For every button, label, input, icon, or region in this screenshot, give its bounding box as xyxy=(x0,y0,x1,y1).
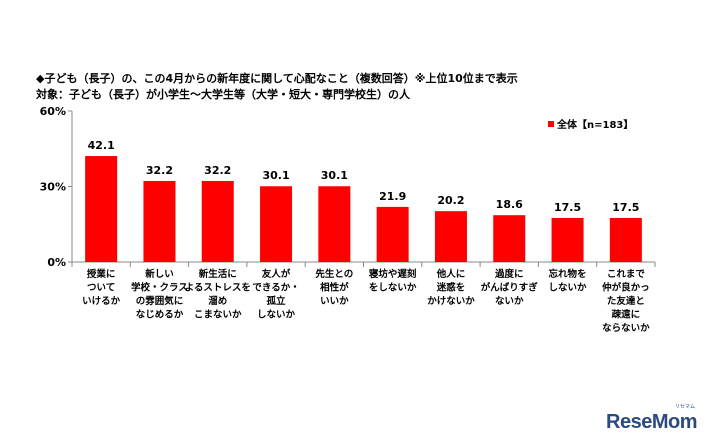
data-label: 21.9 xyxy=(379,190,406,203)
bar xyxy=(493,215,526,262)
bar xyxy=(434,211,467,262)
category-label-line: 孤立 xyxy=(267,295,287,307)
category-label: 友人ができるか・孤立しないか xyxy=(252,268,299,321)
category-label: 忘れ物をしないか xyxy=(549,268,588,294)
category-label-line: 新しい xyxy=(145,268,174,280)
category-label-line: かけないか xyxy=(427,296,475,307)
data-label: 17.5 xyxy=(612,201,639,214)
category-label-line: いけるか xyxy=(82,296,121,307)
category-label-line: 相性が xyxy=(320,282,349,294)
category-label-line: 新生活に xyxy=(199,268,237,280)
bar xyxy=(143,180,176,262)
category-label: 先生との相性がいいか xyxy=(315,268,353,307)
category-label-line: の雰囲気に xyxy=(136,295,184,307)
data-label: 32.2 xyxy=(204,164,231,177)
category-label: 他人に迷惑をかけないか xyxy=(427,268,475,307)
legend-swatch xyxy=(548,121,554,127)
bar xyxy=(318,186,351,262)
category-label: これまで仲が良かった友達と疎遠にならないか xyxy=(602,268,650,334)
category-label-line: 溜め xyxy=(208,295,227,307)
data-label: 17.5 xyxy=(554,201,581,214)
category-label-line: 友人が xyxy=(261,268,291,280)
category-label: 新生活によるストレスを溜めこまないか xyxy=(185,268,251,321)
bar xyxy=(551,217,584,262)
bar xyxy=(376,206,409,262)
category-label-line: 授業に xyxy=(87,268,116,280)
data-label: 20.2 xyxy=(437,194,464,207)
category-label: 寝坊や遅刻をしないか xyxy=(369,268,417,294)
category-label-line: 忘れ物を xyxy=(549,268,587,280)
category-label-line: よるストレスを xyxy=(185,283,251,294)
bar xyxy=(201,180,234,262)
chart-title: ◆子ども（長子）の、この4月からの新年度に関して心配なこと（複数回答）※上位10… xyxy=(36,72,518,85)
category-label-line: 先生との xyxy=(315,268,353,280)
data-label: 30.1 xyxy=(321,169,348,182)
category-label-line: ならないか xyxy=(602,323,650,334)
logo-subtext: リセマム xyxy=(674,404,695,410)
category-label-line: いいか xyxy=(320,296,349,307)
data-label: 42.1 xyxy=(88,139,115,152)
category-label-line: こまないか xyxy=(194,309,242,321)
category-label: 授業についていけるか xyxy=(82,268,121,307)
category-label-line: しないか xyxy=(257,310,296,321)
chart-subtitle: 対象：子ども（長子）が小学生～大学生等（大学・短大・専門学校生）の人 xyxy=(36,88,410,101)
resemom-logo: ReseMom xyxy=(606,411,697,433)
category-label-line: 他人に xyxy=(436,268,466,280)
category-label-line: がんばりすぎ xyxy=(481,282,539,294)
category-label-line: できるか・ xyxy=(252,283,299,294)
category-label: 過度にがんばりすぎないか xyxy=(481,268,539,307)
category-label-line: しないか xyxy=(549,283,588,294)
bar xyxy=(85,156,118,262)
category-label-line: これまで xyxy=(607,268,646,280)
y-tick-label: 30% xyxy=(40,181,66,194)
category-label: 新しい学校・クラスの雰囲気になじめるか xyxy=(131,268,188,321)
bar xyxy=(260,186,293,262)
data-label: 18.6 xyxy=(496,198,523,211)
category-label-line: ついて xyxy=(87,283,115,294)
legend-label: 全体【n=183】 xyxy=(556,118,633,131)
category-label-line: 寝坊や遅刻 xyxy=(369,268,417,280)
category-label-line: 過度に xyxy=(494,268,524,280)
data-label: 32.2 xyxy=(146,164,173,177)
bar xyxy=(609,217,642,262)
category-label-line: た友達と xyxy=(607,295,645,307)
category-label-line: をしないか xyxy=(369,283,417,294)
category-label-line: ないか xyxy=(495,296,524,307)
y-tick-label: 0% xyxy=(47,256,66,269)
category-label-line: 疎遠に xyxy=(612,309,641,321)
category-label-line: 迷惑を xyxy=(436,282,466,294)
y-tick-label: 60% xyxy=(40,105,66,118)
data-label: 30.1 xyxy=(262,169,289,182)
category-label-line: 学校・クラス xyxy=(131,282,188,294)
category-label-line: なじめるか xyxy=(136,310,184,321)
category-label-line: 仲が良かっ xyxy=(602,282,650,294)
